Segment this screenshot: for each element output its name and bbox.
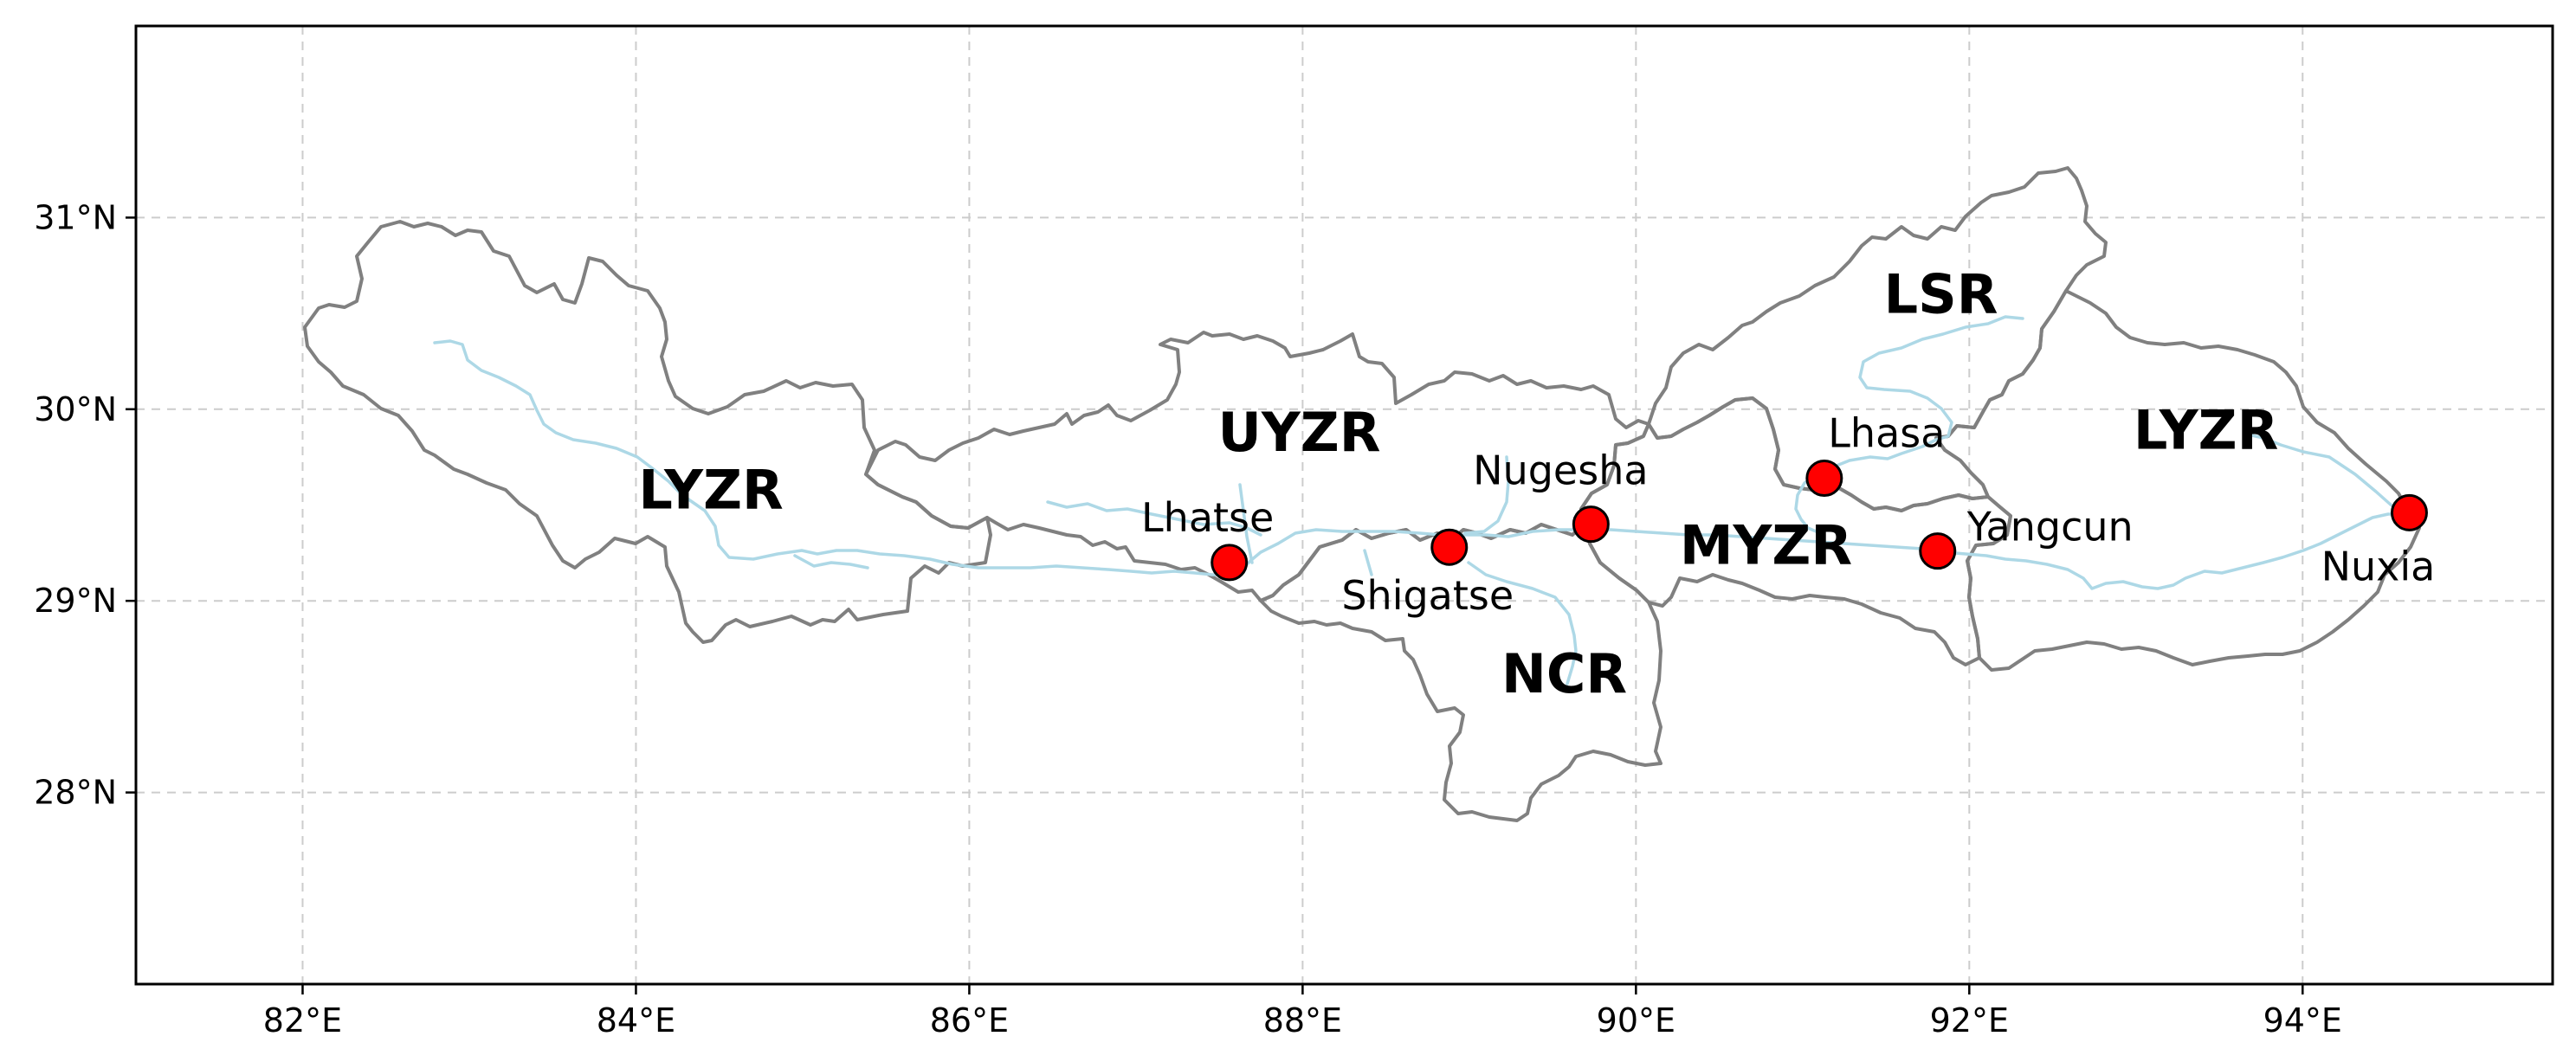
region-label-lsr: LSR xyxy=(1884,262,1998,325)
station-label-nugesha: Nugesha xyxy=(1473,447,1648,494)
y-tick-label: 30°N xyxy=(34,390,117,428)
boundary-uyzr xyxy=(864,331,1650,602)
river-tributary-nyang xyxy=(1463,455,1510,535)
river-tributary-shigatse xyxy=(1363,549,1373,576)
station-labels: Lhatse Shigatse Nugesha Lhasa Yangcun Nu… xyxy=(1141,410,2435,620)
river-yarlung-main xyxy=(433,339,2404,590)
station-label-lhasa: Lhasa xyxy=(1828,410,1945,457)
x-tick-label: 90°E xyxy=(1597,1001,1675,1039)
x-tick-label: 84°E xyxy=(597,1001,675,1039)
river-lhasa xyxy=(1794,315,2024,535)
rivers xyxy=(433,315,2404,685)
region-label-lyzr-east: LYZR xyxy=(2134,399,2278,462)
river-tributary-ncr xyxy=(1467,561,1578,685)
station-label-lhatse: Lhatse xyxy=(1141,494,1274,541)
x-tick-label: 82°E xyxy=(263,1001,342,1039)
station-marker-lhasa[interactable] xyxy=(1805,460,1843,498)
x-tick-label: 88°E xyxy=(1263,1001,1342,1039)
map-frame xyxy=(134,24,2554,986)
river-lyzr-west-trib xyxy=(793,554,869,570)
region-label-uyzr: UYZR xyxy=(1218,401,1381,464)
station-marker-lhatse[interactable] xyxy=(1211,544,1249,582)
region-label-ncr: NCR xyxy=(1501,642,1627,705)
x-tick-label: 92°E xyxy=(1930,1001,2009,1039)
river-tributary-1 xyxy=(1046,500,1262,537)
region-label-lyzr-west: LYZR xyxy=(638,458,783,521)
river-lyzr-east-trib xyxy=(2246,433,2393,507)
station-label-shigatse: Shigatse xyxy=(1341,572,1514,619)
axis-ticks: 82°E 84°E 86°E 88°E 90°E 92°E 94°E 28°N 29°N 30°N… xyxy=(34,198,2342,1039)
station-marker-shigatse[interactable] xyxy=(1430,528,1469,566)
y-tick-label: 29°N xyxy=(34,582,117,620)
y-tick-label: 28°N xyxy=(34,774,117,812)
river-tributary-2 xyxy=(1238,483,1254,564)
station-marker-nugesha[interactable] xyxy=(1572,505,1610,544)
region-label-myzr: MYZR xyxy=(1680,514,1852,577)
x-tick-label: 94°E xyxy=(2263,1001,2342,1039)
x-tick-label: 86°E xyxy=(930,1001,1009,1039)
y-tick-label: 31°N xyxy=(34,198,117,236)
station-label-yangcun: Yangcun xyxy=(1966,504,2134,550)
graticule xyxy=(136,26,2553,984)
stations xyxy=(1211,460,2428,582)
station-marker-nuxia[interactable] xyxy=(2390,493,2428,531)
station-label-nuxia: Nuxia xyxy=(2321,543,2436,589)
region-labels: LYZR UYZR LSR LYZR MYZR NCR xyxy=(638,262,2278,705)
station-marker-yangcun[interactable] xyxy=(1919,532,1957,570)
